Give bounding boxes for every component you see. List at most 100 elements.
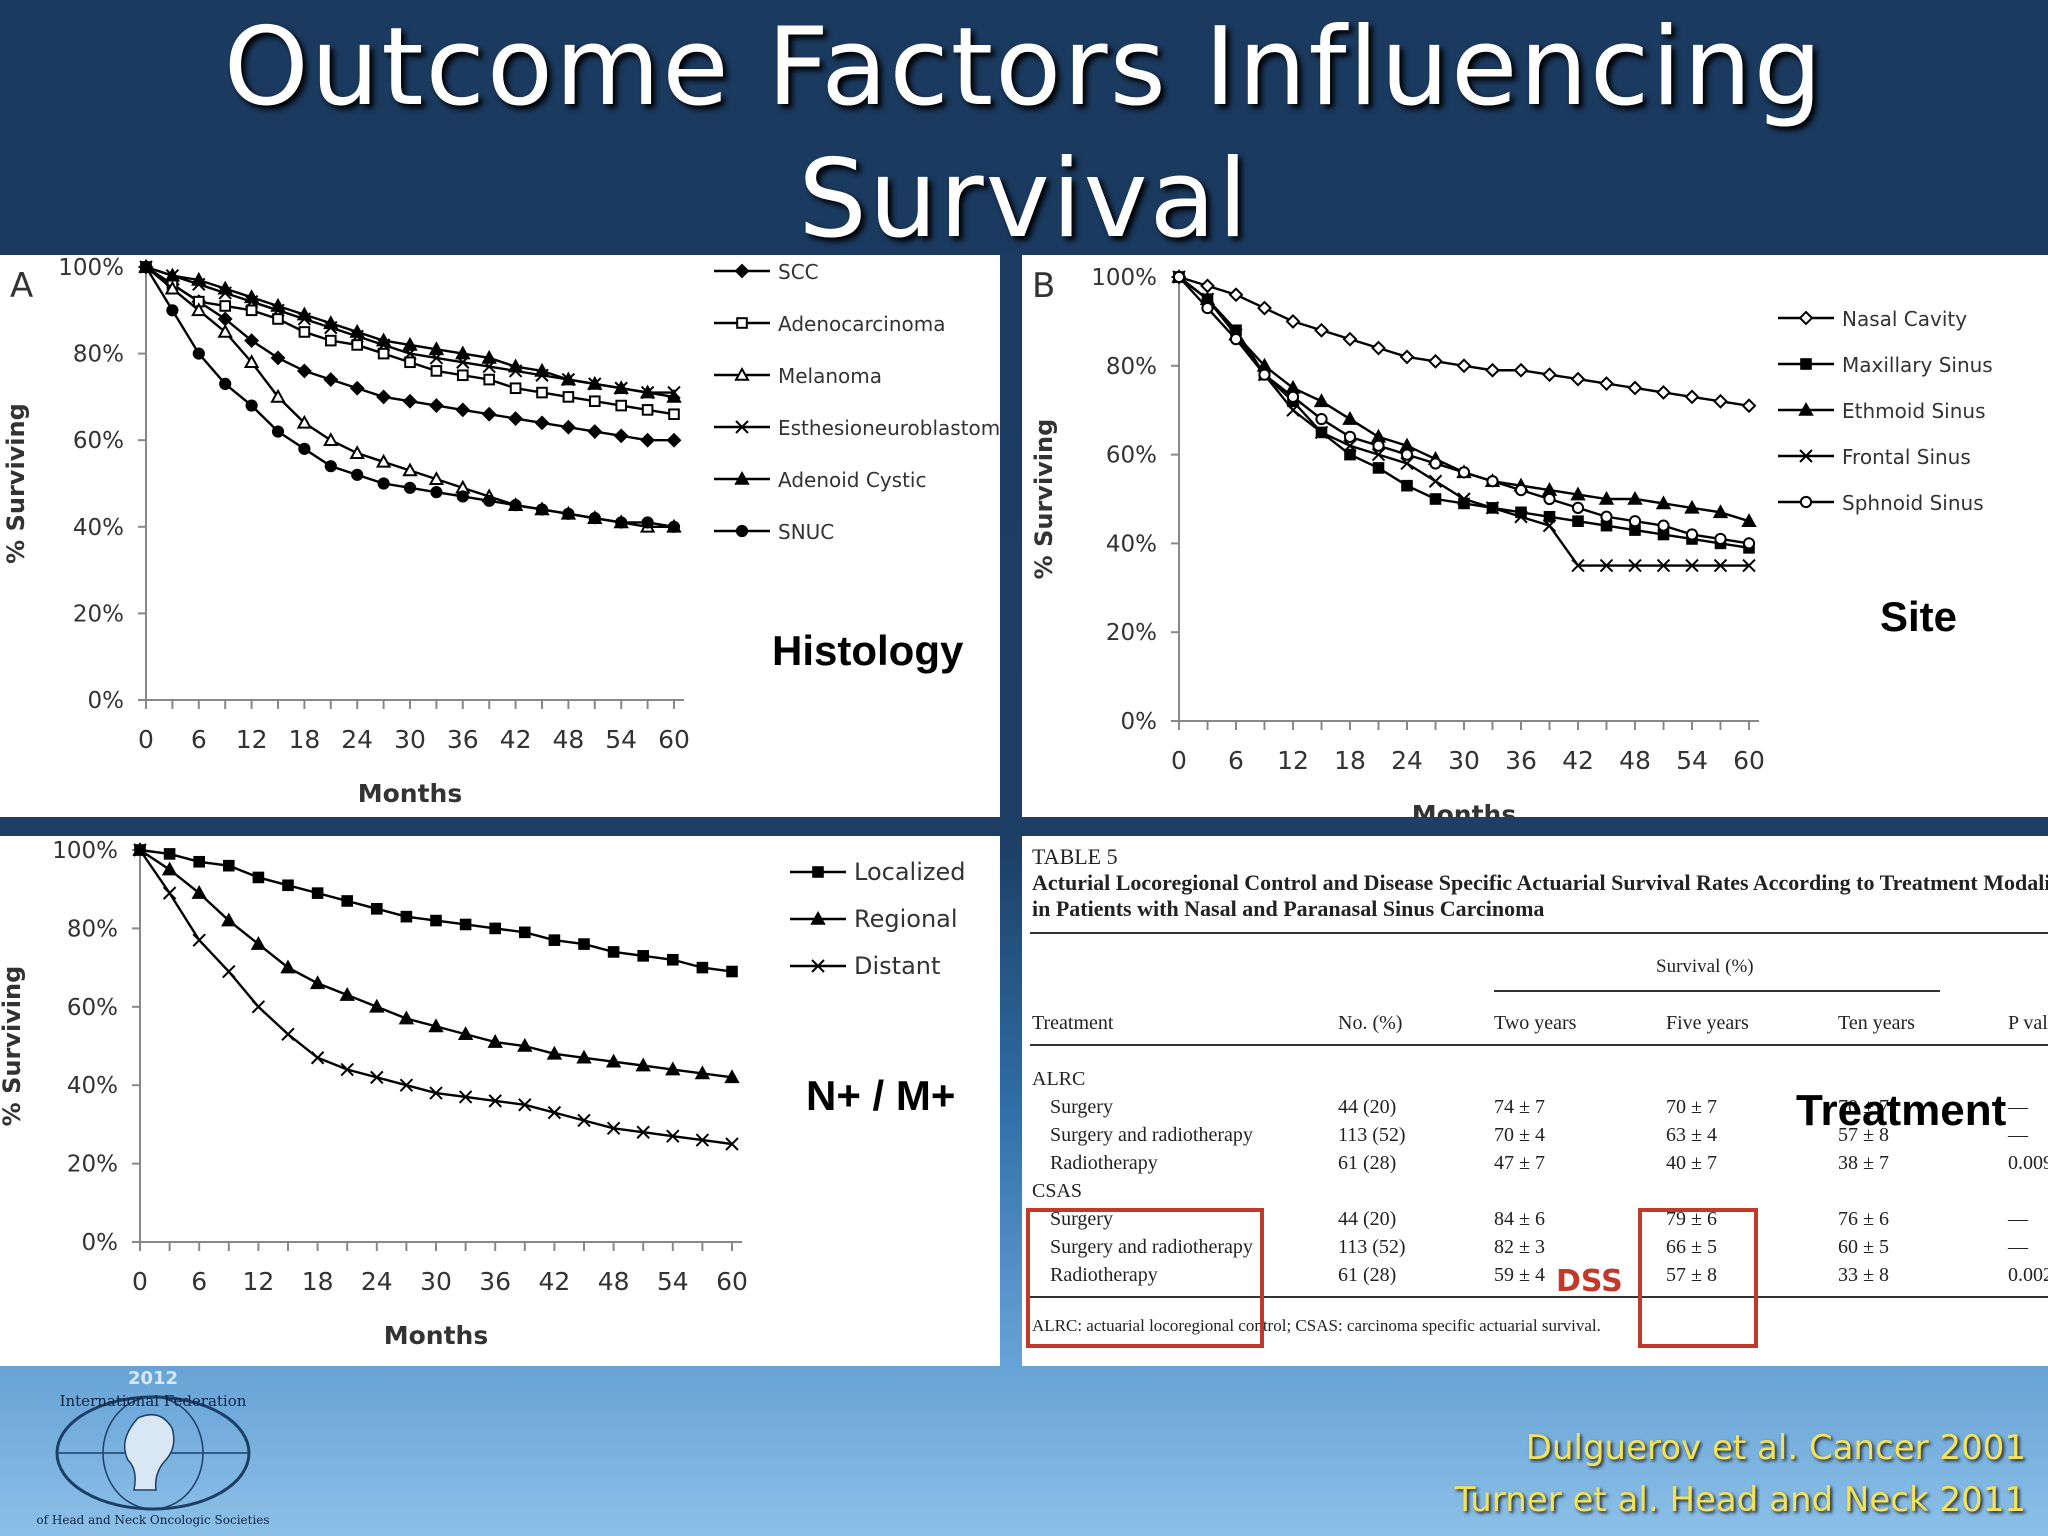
stage-point-localized (459, 918, 472, 931)
site-point-maxillary-sinus (1401, 479, 1413, 492)
histology-point-melanoma (164, 280, 181, 295)
histology-point-snuc (535, 503, 549, 516)
histology-point-melanoma (323, 432, 339, 446)
table-group-label-csas: CSAS (1032, 1180, 1083, 1202)
table-column-header-two-years: Two years (1494, 1012, 1577, 1034)
stage-point-regional (665, 1061, 681, 1076)
table-group-label-alrc: ALRC (1032, 1068, 1086, 1090)
table-top-rule (1030, 932, 2048, 934)
site-point-frontal-sinus (1457, 492, 1471, 506)
table-bottom-rule (1030, 1296, 2048, 1298)
histology-y-tick-label: 40% (73, 515, 124, 541)
histology-point-snuc (271, 425, 285, 438)
stage-point-regional (369, 998, 385, 1013)
site-legend-marker-frontal-sinus (1799, 449, 1813, 463)
histology-legend-entry-snuc: SNUC (714, 520, 834, 544)
site-point-frontal-sinus (1485, 501, 1500, 515)
site-point-maxillary-sinus (1572, 515, 1584, 527)
stage-point-localized (607, 946, 620, 958)
site-point-nasal-cavity (1371, 340, 1386, 356)
table-cell-csas-five-years: 57 ± 8 (1666, 1264, 1717, 1286)
histology-point-adenocarcinoma (430, 365, 443, 377)
site-point-sphnoid-sinus (1657, 519, 1670, 532)
stage-point-localized (489, 922, 501, 935)
site-point-sphnoid-sinus (1628, 515, 1642, 528)
histology-x-tick-label: 30 (394, 725, 426, 754)
site-point-sphnoid-sinus (1742, 537, 1756, 550)
histology-point-scc (402, 393, 418, 409)
table-cell-csas-p-val: — (2008, 1236, 2028, 1258)
site-point-frontal-sinus (1713, 558, 1728, 573)
stage-point-distant (222, 964, 236, 979)
site-point-frontal-sinus (1599, 558, 1614, 573)
site-survival-chart: 0% 20% 40% 60% 80% 100% 0 6 12 18 24 30 36 42 48 54 60 Mo… (1030, 265, 1993, 817)
stage-y-tick-label: 100% (52, 838, 118, 864)
site-point-nasal-cavity (1599, 376, 1614, 391)
ifhnos-logo: 2012 International Federation of Head an… (36, 1368, 269, 1527)
site-point-ethmoid-sinus (1712, 504, 1729, 519)
histology-point-snuc (245, 399, 258, 412)
stage-y-axis-label: % Surviving (0, 966, 26, 1127)
site-point-sphnoid-sinus (1685, 528, 1699, 541)
stage-point-localized (282, 879, 294, 892)
table-cell-alrc-no: 44 (20) (1338, 1096, 1397, 1118)
site-legend-marker-ethmoid-sinus (1798, 401, 1814, 416)
histology-point-melanoma (375, 453, 392, 468)
histology-point-adenocarcinoma (536, 386, 548, 399)
site-series-nasal-cavity (1171, 269, 1757, 414)
histology-point-adenoid-cystic (375, 332, 392, 347)
histology-point-adenoid-cystic (560, 371, 577, 386)
histology-x-tick-label: 12 (236, 725, 268, 754)
histology-x-tick-label: 60 (658, 725, 690, 754)
histology-point-scc (587, 424, 603, 439)
histology-point-adenocarcinoma (325, 334, 337, 347)
site-point-ethmoid-sinus (1627, 490, 1643, 505)
site-y-tick-label: 0% (1121, 709, 1158, 735)
site-y-tick-label: 80% (1106, 354, 1157, 380)
site-legend-marker-maxillary-sinus (1800, 358, 1812, 370)
stage-point-distant (192, 933, 206, 947)
site-point-nasal-cavity (1456, 358, 1472, 374)
site-point-maxillary-sinus (1344, 448, 1356, 461)
stage-point-regional (724, 1069, 740, 1084)
stage-y-tick-label: 60% (67, 995, 118, 1021)
site-point-sphnoid-sinus (1315, 412, 1328, 426)
table-cell-alrc-five-years: 40 ± 7 (1666, 1152, 1717, 1174)
site-point-sphnoid-sinus (1457, 466, 1471, 479)
site-legend-label-sphnoid-sinus: Sphnoid Sinus (1842, 491, 1984, 515)
histology-point-snuc (641, 516, 654, 529)
stage-point-regional (309, 975, 326, 990)
stage-point-distant (429, 1086, 443, 1100)
stage-point-regional (221, 912, 237, 927)
table-cell-csas-no: 113 (52) (1338, 1236, 1406, 1258)
histology-legend-marker-adenocarcinoma (736, 317, 748, 329)
histology-point-snuc (192, 347, 205, 360)
site-point-maxillary-sinus (1543, 510, 1556, 523)
stage-point-distant (458, 1090, 473, 1104)
five-year-highlight-box (1638, 1208, 1758, 1348)
site-x-tick-label: 12 (1277, 746, 1309, 775)
site-point-ethmoid-sinus (1684, 499, 1700, 514)
site-point-sphnoid-sinus (1600, 510, 1613, 523)
table-cell-alrc-no: 113 (52) (1338, 1124, 1406, 1146)
stage-point-regional (191, 885, 207, 899)
stage-point-regional (161, 861, 178, 876)
histology-point-scc (508, 411, 524, 426)
site-y-tick-label: 20% (1106, 620, 1157, 646)
stage-x-tick-label: 30 (420, 1267, 452, 1296)
histology-x-tick-label: 6 (191, 725, 207, 754)
site-x-tick-label: 0 (1171, 746, 1187, 775)
site-point-nasal-cavity (1200, 278, 1215, 294)
stage-point-regional (694, 1065, 711, 1080)
stage-point-localized (548, 934, 561, 946)
site-point-sphnoid-sinus (1714, 532, 1727, 546)
histology-legend-label-adenoid-cystic: Adenoid Cystic (778, 468, 926, 492)
table-cell-csas-ten-years: 33 ± 8 (1838, 1264, 1889, 1286)
stage-point-distant (133, 843, 147, 857)
site-point-frontal-sinus (1400, 456, 1414, 471)
site-x-tick-label: 48 (1619, 746, 1651, 775)
site-y-axis-label: % Surviving (1030, 419, 1058, 580)
histology-y-axis-label: % Surviving (2, 403, 30, 564)
histology-point-adenoid-cystic (270, 297, 286, 312)
table-cell-csas-two-years: 59 ± 4 (1494, 1264, 1545, 1286)
